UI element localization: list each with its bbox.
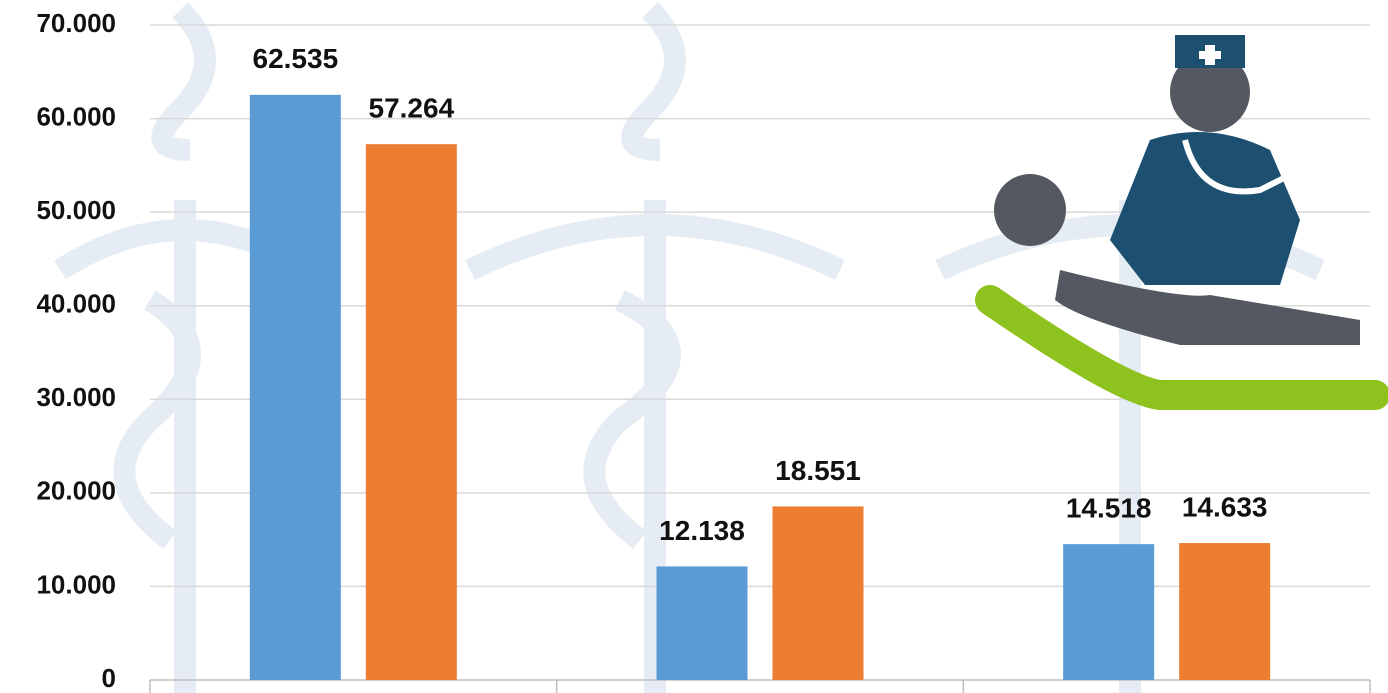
y-tick-label: 10.000 [36,569,116,599]
value-label: 18.551 [775,455,861,486]
value-label: 12.138 [659,515,745,546]
bar [250,95,341,680]
value-label: 14.518 [1066,493,1152,524]
y-tick-label: 0 [102,663,116,693]
value-label: 62.535 [253,43,339,74]
bar [773,506,864,680]
y-tick-label: 70.000 [36,8,116,38]
bar [1063,544,1154,680]
page: 0 10.000 20.000 30.000 40.000 50.000 60.000 70.… [0,0,1388,693]
y-tick-label: 30.000 [36,382,116,412]
y-tick-label: 20.000 [36,476,116,506]
chart: 0 10.000 20.000 30.000 40.000 50.000 60.000 70.… [0,0,1388,693]
doctor-icon [990,35,1375,395]
bar [1179,543,1270,680]
y-tick-label: 60.000 [36,101,116,131]
value-label: 14.633 [1182,491,1268,522]
bar [657,566,748,680]
bar [366,144,457,680]
value-label: 57.264 [369,93,455,124]
y-tick-label: 40.000 [36,289,116,319]
y-tick-label: 50.000 [36,195,116,225]
